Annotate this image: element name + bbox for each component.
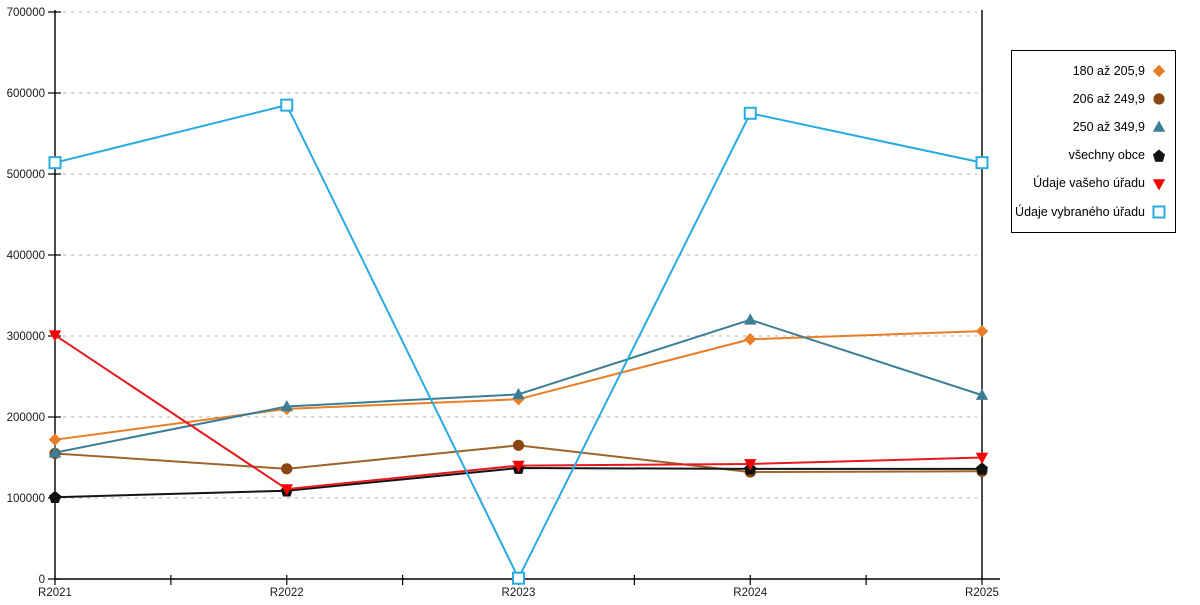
legend-marker-diamond-icon [1152,64,1166,78]
y-tick-label: 200000 [7,412,45,424]
axes [54,10,1000,580]
data-point [744,313,757,325]
data-point [744,333,757,346]
data-point [512,571,525,585]
legend-label: Údaje vašeho úřadu [1033,176,1145,191]
series-line-0 [54,330,983,441]
legend-label: 250 až 349,9 [1072,120,1145,135]
legend-label: 206 až 249,9 [1072,91,1145,106]
y-tick-label: 600000 [7,88,45,100]
series-2 [48,313,989,458]
y-axis-ticks: 0 100000 200000 300000 400000 500000 600000 700… [7,7,61,586]
x-axis-ticks: R2021 R2022 R2023 R2024 R2025 [38,575,999,599]
y-tick-label: 500000 [7,169,45,181]
data-point [48,446,62,458]
x-tick-label: R2022 [270,587,304,599]
legend-item-0: 180 až 205,9 [1016,63,1167,79]
data-point [281,463,293,475]
series-line-5 [54,104,983,580]
y-tick-label: 0 [39,574,45,586]
data-point [48,433,62,446]
data-point [512,439,525,451]
legend-marker-triangle-up-icon [1152,120,1166,133]
legend-label: 180 až 205,9 [1072,63,1145,78]
legend-item-4: Údaje vašeho úřadu [1016,176,1167,192]
legend-item-2: 250 až 349,9 [1016,119,1167,135]
legend-marker-pentagon-icon [1153,149,1165,162]
data-point [975,388,989,400]
x-tick-label: R2023 [502,587,536,599]
series-4 [48,330,989,496]
legend-marker-circle-icon [1153,93,1165,105]
legend-item-1: 206 až 249,9 [1016,91,1167,107]
data-point [48,330,62,342]
legend-marker-triangle-down-icon [1152,178,1166,191]
legend-marker-square-open-icon [1152,205,1166,219]
x-tick-label: R2024 [733,587,767,599]
legend: 180 až 205,9 206 až 249,9 250 až 349,9 všec… [1011,50,1176,233]
data-point [48,156,62,170]
series-line-2 [54,318,983,454]
data-point [975,156,989,170]
data-point [512,387,525,400]
series-0 [48,324,989,446]
data-point [744,459,757,471]
legend-label: Údaje vybraného úřadu [1015,204,1145,219]
data-point [512,460,525,473]
data-point [280,98,294,112]
data-point [49,490,61,503]
data-point [280,484,293,496]
data-point [743,106,757,120]
x-tick-label: R2025 [965,587,999,599]
y-tick-label: 400000 [7,250,45,262]
x-tick-label: R2021 [38,587,72,599]
legend-label: všechny obce [1068,148,1145,163]
y-tick-label: 700000 [7,7,45,19]
data-point [975,324,989,338]
y-tick-label: 100000 [7,493,45,505]
legend-item-3: všechny obce [1016,148,1167,164]
data-point [976,462,988,475]
y-tick-label: 300000 [7,331,45,343]
data-point [280,399,293,412]
data-point [975,452,989,464]
series-5 [48,98,989,585]
legend-item-5: Údaje vybraného úřadu [1015,204,1167,220]
